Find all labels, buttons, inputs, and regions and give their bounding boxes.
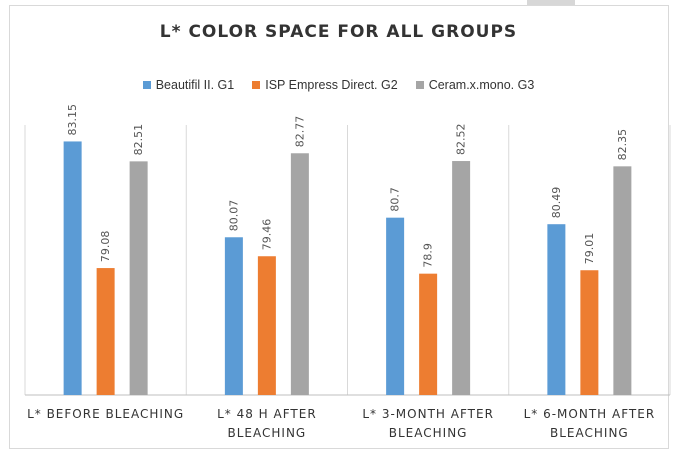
category-label-2-line-1: L* 48 H AFTER	[217, 407, 317, 421]
category-label-4-line-2: BLEACHING	[550, 426, 629, 440]
legend-swatch-g1	[142, 81, 151, 89]
legend-label-g2: ISP Empress Direct. G2	[265, 78, 398, 92]
legend-swatch-g2	[252, 81, 261, 89]
bar-3-cat-1	[129, 161, 148, 395]
data-label-2-cat-4: 79.01	[583, 233, 596, 265]
bar-2-cat-1	[96, 268, 115, 395]
bar-2-cat-2	[257, 256, 276, 395]
category-label-4-line-1: L* 6-MONTH AFTER	[524, 407, 656, 421]
category-label-3-line-1: L* 3-MONTH AFTER	[362, 407, 494, 421]
legend-swatch-g3	[415, 81, 424, 89]
legend-item-g3: Ceram.x.mono. G3	[415, 78, 535, 92]
data-label-3-cat-4: 82.35	[616, 129, 629, 161]
legend-label-g3: Ceram.x.mono. G3	[428, 78, 535, 92]
bar-3-cat-4	[613, 166, 632, 395]
data-label-1-cat-3: 80.7	[389, 187, 402, 212]
legend-label-g1: Beautifil II. G1	[155, 78, 235, 92]
bar-2-cat-3	[419, 273, 438, 395]
bar-1-cat-4	[547, 224, 566, 395]
legend-item-g2: ISP Empress Direct. G2	[252, 78, 398, 92]
chart-legend: Beautifil II. G1 ISP Empress Direct. G2 …	[0, 78, 677, 92]
data-label-3-cat-1: 82.51	[132, 124, 145, 156]
bar-1-cat-2	[224, 237, 243, 395]
data-label-2-cat-3: 78.9	[422, 243, 435, 268]
category-label-2-line-2: BLEACHING	[228, 426, 307, 440]
data-label-2-cat-1: 79.08	[99, 231, 112, 263]
data-label-3-cat-3: 82.52	[455, 124, 468, 156]
bar-3-cat-3	[452, 161, 471, 395]
legend-item-g1: Beautifil II. G1	[142, 78, 235, 92]
chart-title: L* COLOR SPACE FOR ALL GROUPS	[159, 22, 518, 42]
category-label-1-line-1: L* BEFORE BLEACHING	[27, 407, 184, 421]
category-label-3-line-2: BLEACHING	[389, 426, 468, 440]
bar-3-cat-2	[290, 153, 309, 395]
bar-1-cat-3	[386, 217, 405, 395]
data-label-3-cat-2: 82.77	[293, 116, 306, 148]
bar-1-cat-1	[63, 141, 82, 395]
bar-2-cat-4	[580, 270, 599, 395]
data-label-1-cat-2: 80.07	[227, 200, 240, 232]
data-label-1-cat-4: 80.49	[550, 187, 563, 219]
data-label-2-cat-2: 79.46	[260, 219, 273, 251]
data-label-1-cat-1: 83.15	[66, 104, 79, 136]
